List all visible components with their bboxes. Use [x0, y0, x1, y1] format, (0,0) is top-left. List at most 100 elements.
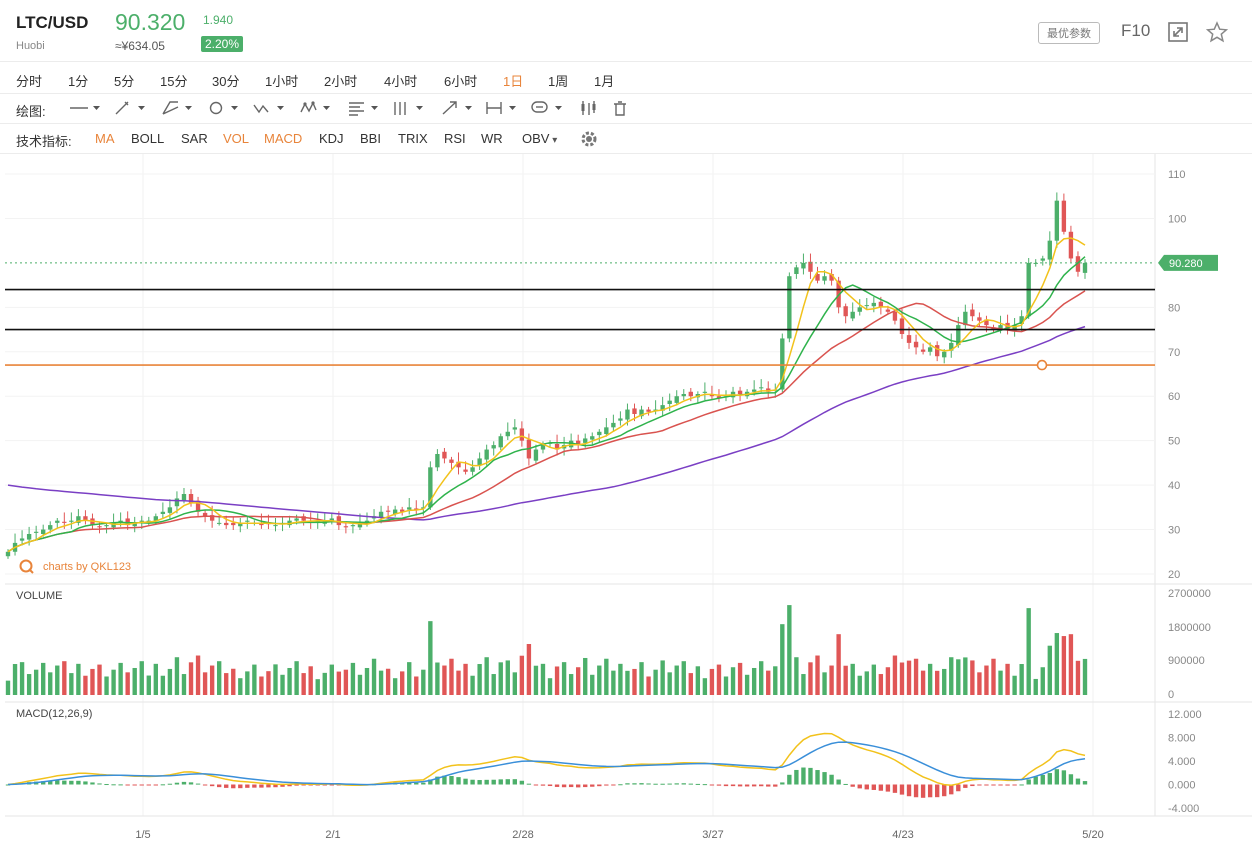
candle: [822, 276, 827, 281]
volume-bar: [266, 671, 271, 695]
candle: [385, 510, 391, 512]
settings-gear-icon[interactable]: [580, 130, 598, 148]
timeframe-6[interactable]: 2小时: [324, 74, 358, 89]
line-anchor-handle[interactable]: [1036, 359, 1048, 371]
f10-button[interactable]: F10: [1121, 21, 1151, 40]
arrow-icon[interactable]: [440, 99, 480, 117]
macd-hist-bar: [526, 783, 532, 785]
candle: [871, 302, 877, 307]
circle-icon[interactable]: [206, 99, 246, 117]
macd-dif-line: [7, 732, 1086, 787]
macd-hist-bar: [512, 779, 518, 785]
candle: [470, 467, 475, 472]
volume-bar: [963, 657, 968, 695]
macd-hist-bar: [414, 782, 419, 785]
indicator-rsi[interactable]: RSI: [444, 131, 466, 146]
candle: [716, 396, 722, 399]
volume-bar: [55, 665, 60, 695]
current-price-tag: 90.280: [1158, 254, 1218, 271]
volume-bar: [1033, 678, 1038, 695]
candle: [139, 520, 144, 522]
volume-bar: [583, 657, 588, 695]
volume-bar: [1054, 633, 1060, 695]
timeframe-8[interactable]: 6小时: [444, 74, 478, 89]
wave-icon[interactable]: [252, 99, 292, 117]
candle: [681, 394, 686, 397]
timeframe-3[interactable]: 15分: [160, 74, 188, 89]
indicator-ma[interactable]: MA: [95, 131, 115, 146]
indicator-sar[interactable]: SAR: [181, 131, 208, 146]
macd-hist-bar: [1005, 784, 1010, 786]
measure-icon[interactable]: [484, 99, 524, 117]
candle-icon[interactable]: [578, 99, 618, 117]
candle: [463, 469, 468, 472]
price-tick-label: 30: [1168, 525, 1180, 537]
watermark-text: charts by QKL123: [43, 561, 131, 573]
exchange-name: Huobi: [16, 40, 45, 52]
timeframe-9[interactable]: 1日: [503, 74, 524, 89]
fib-icon[interactable]: [346, 99, 386, 117]
timeframe-2[interactable]: 5分: [114, 74, 135, 89]
timeframe-1[interactable]: 1分: [68, 74, 89, 89]
indicator-obv[interactable]: OBV: [522, 131, 557, 146]
bars-icon[interactable]: [391, 99, 431, 117]
timeframe-10[interactable]: 1周: [548, 74, 569, 89]
volume-bar: [744, 674, 750, 695]
timeframe-5[interactable]: 1小时: [265, 74, 299, 89]
candle: [76, 516, 81, 523]
volume-bar: [927, 663, 933, 695]
volume-bar: [1075, 660, 1081, 695]
candle: [407, 507, 412, 510]
candle: [97, 526, 102, 528]
star-icon[interactable]: [1206, 21, 1228, 43]
macd-hist-bar: [477, 780, 482, 785]
indicator-wr[interactable]: WR: [481, 131, 503, 146]
macd-hist-bar: [280, 784, 285, 787]
comment-icon[interactable]: [530, 99, 570, 117]
macd-hist-bar: [787, 774, 792, 785]
volume-bar: [575, 667, 581, 695]
macd-hist-bar: [5, 784, 11, 786]
timeframe-4[interactable]: 30分: [212, 74, 240, 89]
indicator-vol[interactable]: VOL: [223, 131, 250, 146]
macd-hist-bar: [744, 784, 750, 787]
volume-bar: [392, 678, 398, 695]
best-params-button[interactable]: 最优参数: [1038, 22, 1100, 44]
volume-bar: [597, 665, 602, 695]
candle: [956, 325, 961, 346]
pattern-icon[interactable]: [298, 99, 338, 117]
candle: [33, 531, 39, 533]
indicator-boll[interactable]: BOLL: [131, 131, 165, 146]
x-tick-label: 2/1: [325, 829, 340, 841]
indicator-kdj[interactable]: KDJ: [319, 131, 344, 146]
volume-bar: [632, 668, 637, 695]
timeframe-0[interactable]: 分时: [16, 74, 43, 89]
timeframe-7[interactable]: 4小时: [384, 74, 418, 89]
macd-hist-bar: [843, 783, 848, 785]
trash-icon[interactable]: [610, 99, 650, 117]
volume-bar: [449, 658, 454, 695]
fullscreen-icon[interactable]: [1167, 21, 1189, 43]
candle: [850, 311, 855, 319]
volume-bar: [801, 674, 806, 695]
candle: [913, 341, 919, 348]
macd-hist-bar: [533, 784, 539, 786]
channel-icon[interactable]: [160, 99, 200, 117]
pen-icon[interactable]: [113, 99, 153, 117]
line-icon[interactable]: [68, 99, 108, 117]
candle: [5, 551, 11, 557]
volume-bar: [934, 670, 940, 695]
macd-hist-bar: [984, 784, 989, 786]
macd-hist-bar: [125, 784, 130, 786]
volume-bar: [400, 671, 405, 695]
indicator-bbi[interactable]: BBI: [360, 131, 381, 146]
x-tick-label: 1/5: [135, 829, 150, 841]
price-chart[interactable]: 110 100 80 70 60 50 40 30 20 90.280 charts by QKL1…: [0, 154, 1252, 857]
volume-bar: [238, 678, 243, 695]
volume-bar: [315, 679, 320, 695]
indicator-trix[interactable]: TRIX: [398, 131, 428, 146]
timeframe-11[interactable]: 1月: [594, 74, 615, 89]
candle: [977, 317, 982, 321]
indicator-macd[interactable]: MACD: [264, 131, 303, 146]
candle: [238, 522, 243, 527]
